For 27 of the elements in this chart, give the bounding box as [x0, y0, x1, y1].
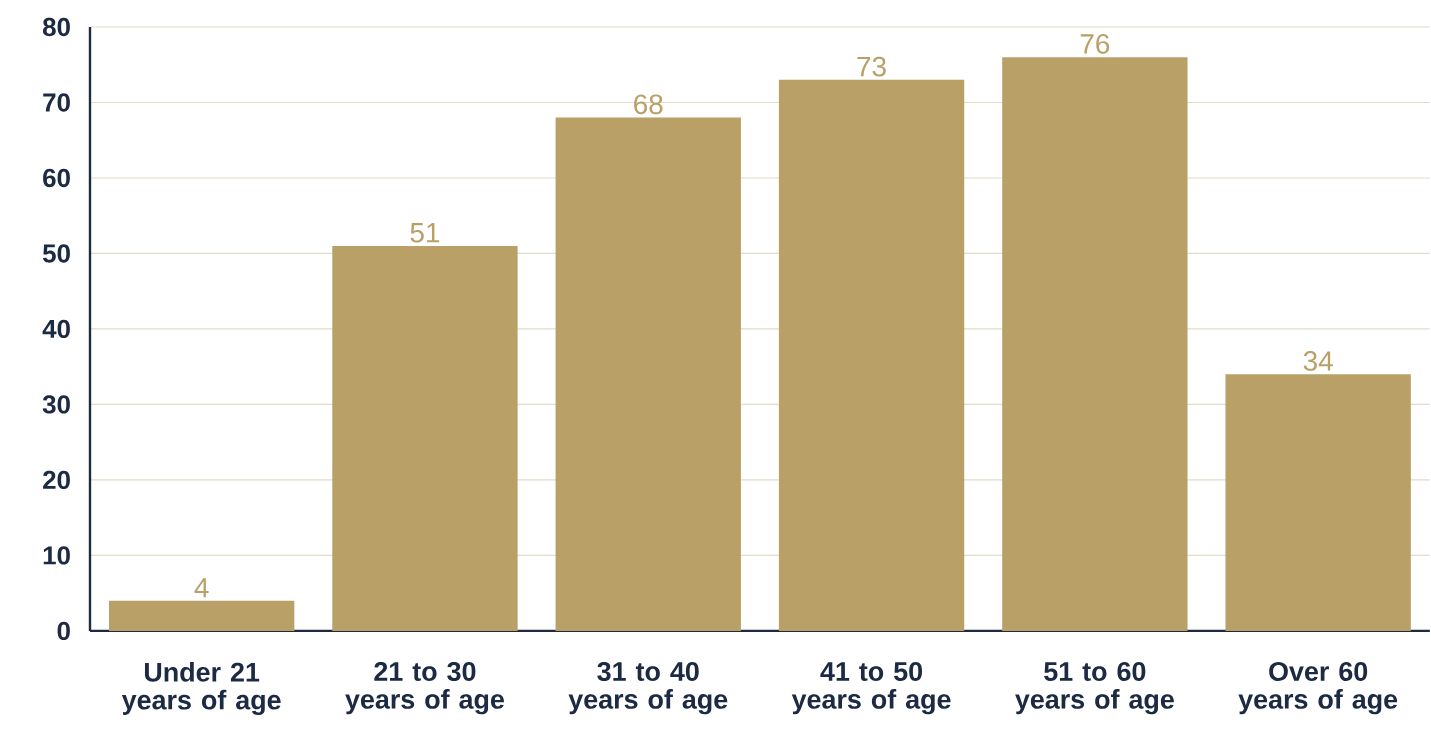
data-label: 51 [410, 223, 440, 243]
data-label: 4 [194, 578, 209, 598]
x-tick-label: Under 21 years of age [121, 661, 281, 716]
bar [1225, 374, 1411, 631]
x-tick-label: 51 to 60 years of age [1015, 661, 1174, 715]
x-tick-label: 41 to 50 years of age [791, 661, 951, 715]
y-tick-label: 40 [42, 319, 70, 339]
data-label: 76 [1080, 34, 1110, 54]
y-tick-label: 0 [57, 621, 70, 641]
y-tick-label: 60 [43, 168, 70, 188]
x-tick-label: Over 60 years of age [1238, 661, 1398, 715]
y-tick-label: 70 [43, 93, 70, 112]
bar [108, 600, 295, 631]
y-tick-label: 10 [43, 546, 70, 565]
y-tick-label: 80 [42, 17, 70, 37]
x-tick-label: 21 to 30 years of age [345, 661, 504, 715]
bar [332, 245, 518, 631]
y-tick-label: 20 [43, 470, 70, 490]
data-label: 68 [634, 94, 663, 115]
y-tick-label: 50 [42, 244, 70, 263]
x-tick-label: 31 to 40 years of age [568, 661, 728, 715]
y-tick-label: 30 [42, 395, 70, 414]
data-label: 34 [1303, 351, 1333, 371]
data-label: 73 [857, 56, 886, 77]
bar [555, 117, 741, 631]
bar [778, 79, 965, 631]
bar [1002, 57, 1188, 631]
